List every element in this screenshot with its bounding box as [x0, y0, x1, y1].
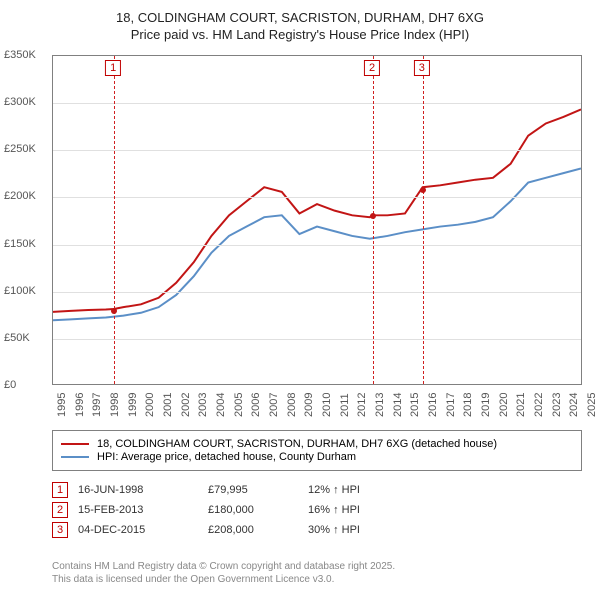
x-tick-label: 1995: [56, 393, 68, 417]
chart-svg: [53, 56, 581, 384]
y-tick-label: £50K: [4, 332, 30, 344]
x-tick-label: 1997: [91, 393, 103, 417]
event-row-date: 15-FEB-2013: [78, 504, 208, 516]
event-row: 3 04-DEC-2015£208,00030% ↑ HPI: [52, 522, 398, 538]
y-tick-label: £0: [4, 379, 16, 391]
event-row-date: 16-JUN-1998: [78, 484, 208, 496]
legend-row: HPI: Average price, detached house, Coun…: [61, 451, 573, 463]
event-line: [423, 56, 424, 384]
event-line: [373, 56, 374, 384]
x-tick-label: 1999: [127, 393, 139, 417]
y-tick-label: £150K: [4, 238, 36, 250]
x-tick-label: 2000: [144, 393, 156, 417]
x-tick-label: 2008: [286, 393, 298, 417]
x-tick-label: 2025: [586, 393, 598, 417]
x-tick-label: 2019: [480, 393, 492, 417]
y-tick-label: £100K: [4, 285, 36, 297]
sale-marker: [111, 308, 117, 314]
event-row-change: 30% ↑ HPI: [308, 524, 398, 536]
grid-line: [53, 339, 581, 340]
event-row: 1 16-JUN-1998£79,99512% ↑ HPI: [52, 482, 398, 498]
event-table: 1 16-JUN-1998£79,99512% ↑ HPI 2 15-FEB-2013…: [52, 478, 398, 542]
x-tick-label: 2018: [462, 393, 474, 417]
y-tick-label: £250K: [4, 143, 36, 155]
x-tick-label: 2022: [533, 393, 545, 417]
event-label-top: 3: [414, 60, 430, 76]
x-tick-label: 2023: [551, 393, 563, 417]
event-row: 2 15-FEB-2013£180,00016% ↑ HPI: [52, 502, 398, 518]
event-row-label: 3: [52, 522, 68, 538]
x-tick-label: 2020: [498, 393, 510, 417]
footnote-line2: This data is licensed under the Open Gov…: [52, 573, 395, 586]
chart-title-line1: 18, COLDINGHAM COURT, SACRISTON, DURHAM,…: [0, 10, 600, 27]
event-label-top: 1: [105, 60, 121, 76]
chart-title-line2: Price paid vs. HM Land Registry's House …: [0, 27, 600, 44]
y-tick-label: £350K: [4, 49, 36, 61]
x-tick-label: 2001: [162, 393, 174, 417]
x-tick-label: 2006: [250, 393, 262, 417]
x-tick-label: 2021: [515, 393, 527, 417]
grid-line: [53, 150, 581, 151]
event-row-date: 04-DEC-2015: [78, 524, 208, 536]
y-tick-label: £300K: [4, 96, 36, 108]
event-row-price: £79,995: [208, 484, 308, 496]
legend-swatch: [61, 456, 89, 458]
legend-label: 18, COLDINGHAM COURT, SACRISTON, DURHAM,…: [97, 438, 497, 450]
legend-row: 18, COLDINGHAM COURT, SACRISTON, DURHAM,…: [61, 438, 573, 450]
event-row-price: £180,000: [208, 504, 308, 516]
chart-title-block: 18, COLDINGHAM COURT, SACRISTON, DURHAM,…: [0, 0, 600, 46]
x-tick-label: 2004: [215, 393, 227, 417]
series-line: [53, 109, 581, 311]
x-tick-label: 2002: [180, 393, 192, 417]
grid-line: [53, 103, 581, 104]
event-row-label: 1: [52, 482, 68, 498]
x-tick-label: 2007: [268, 393, 280, 417]
event-row-change: 16% ↑ HPI: [308, 504, 398, 516]
legend-swatch: [61, 443, 89, 445]
x-tick-label: 2016: [427, 393, 439, 417]
x-tick-label: 2012: [356, 393, 368, 417]
x-tick-label: 2014: [392, 393, 404, 417]
event-line: [114, 56, 115, 384]
event-row-change: 12% ↑ HPI: [308, 484, 398, 496]
x-tick-label: 2015: [409, 393, 421, 417]
x-tick-label: 1996: [74, 393, 86, 417]
event-label-top: 2: [364, 60, 380, 76]
x-tick-label: 2024: [568, 393, 580, 417]
x-tick-label: 2009: [303, 393, 315, 417]
y-tick-label: £200K: [4, 190, 36, 202]
sale-marker: [370, 213, 376, 219]
x-tick-label: 1998: [109, 393, 121, 417]
chart-container: 18, COLDINGHAM COURT, SACRISTON, DURHAM,…: [0, 0, 600, 590]
x-tick-label: 2003: [197, 393, 209, 417]
sale-marker: [420, 187, 426, 193]
x-tick-label: 2010: [321, 393, 333, 417]
chart-footnote: Contains HM Land Registry data © Crown c…: [52, 560, 395, 586]
x-tick-label: 2013: [374, 393, 386, 417]
footnote-line1: Contains HM Land Registry data © Crown c…: [52, 560, 395, 573]
x-tick-label: 2005: [233, 393, 245, 417]
event-row-label: 2: [52, 502, 68, 518]
x-tick-label: 2017: [445, 393, 457, 417]
chart-plot-area: [52, 55, 582, 385]
x-tick-label: 2011: [339, 393, 351, 417]
chart-legend: 18, COLDINGHAM COURT, SACRISTON, DURHAM,…: [52, 430, 582, 471]
grid-line: [53, 292, 581, 293]
grid-line: [53, 245, 581, 246]
grid-line: [53, 197, 581, 198]
event-row-price: £208,000: [208, 524, 308, 536]
legend-label: HPI: Average price, detached house, Coun…: [97, 451, 356, 463]
